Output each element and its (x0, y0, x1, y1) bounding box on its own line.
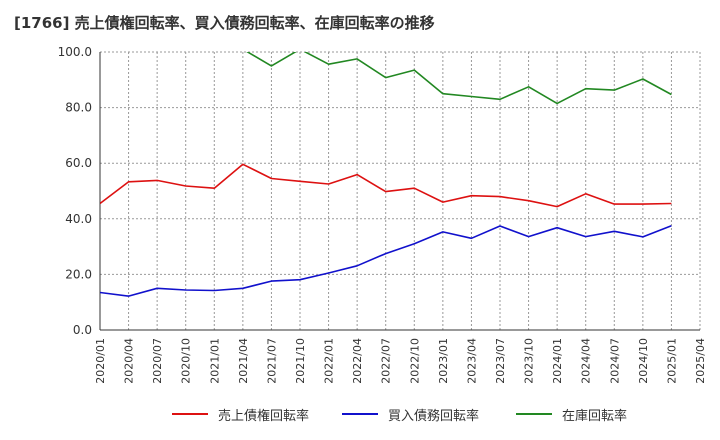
x-tick-label: 2022/04 (351, 338, 364, 384)
x-tick-label: 2024/01 (551, 338, 564, 384)
x-tick-label: 2021/04 (237, 338, 250, 384)
x-tick-label: 2023/10 (523, 338, 536, 384)
legend-label-payables: 買入債務回転率 (388, 408, 480, 424)
y-tick-label: 60.0 (65, 156, 92, 170)
x-tick-label: 2024/07 (608, 338, 621, 384)
legend-label-receivables: 売上債権回転率 (218, 408, 310, 424)
y-tick-label: 100.0 (58, 45, 92, 59)
x-tick-label: 2024/04 (580, 338, 593, 384)
legend-swatch-inventory (516, 413, 552, 415)
x-tick-label: 2020/04 (123, 338, 136, 384)
grid-layer (99, 51, 701, 331)
x-tick-label: 2023/07 (494, 338, 507, 384)
series-line-0 (100, 163, 672, 208)
y-tick-label: 0.0 (73, 323, 92, 337)
legend-item-inventory: 在庫回転率 (516, 402, 627, 426)
x-tick-label: 2025/04 (694, 338, 707, 384)
x-tick-label: 2022/01 (323, 338, 336, 384)
x-tick-label: 2025/01 (665, 338, 678, 384)
series-point-2 (156, 47, 158, 49)
x-tick-label: 2021/10 (294, 338, 307, 384)
legend-item-receivables: 売上債権回転率 (172, 402, 309, 426)
legend: 売上債権回転率 買入債務回転率 在庫回転率 (0, 402, 720, 426)
x-tick-label: 2020/10 (180, 338, 193, 384)
y-tick-label: 40.0 (65, 212, 92, 226)
legend-item-payables: 買入債務回転率 (342, 402, 479, 426)
series-0 (100, 163, 672, 208)
x-tick-label: 2020/01 (94, 338, 107, 384)
legend-swatch-receivables (172, 413, 208, 415)
axis-layer (99, 52, 700, 331)
tick-label-layer: 0.0 20.0 40.0 60.0 80.0 100.0 2020/01 2020/04 20… (58, 45, 707, 384)
y-tick-label: 80.0 (65, 101, 92, 115)
series-line-2 (246, 52, 672, 105)
x-tick-label: 2022/10 (408, 338, 421, 384)
x-tick-label: 2021/07 (265, 338, 278, 384)
x-tick-label: 2022/07 (380, 338, 393, 384)
x-tick-label: 2023/04 (465, 338, 478, 384)
series-line-1 (100, 225, 672, 297)
x-tick-label: 2023/01 (437, 338, 450, 384)
x-tick-label: 2024/10 (637, 338, 650, 384)
series-layer (100, 47, 672, 297)
y-tick-label: 20.0 (65, 267, 92, 281)
x-tick-label: 2020/07 (151, 338, 164, 384)
series-1 (100, 225, 672, 297)
chart-title: [1766] 売上債権回転率、買入債務回転率、在庫回転率の推移 (14, 14, 435, 32)
series-2 (156, 47, 672, 105)
legend-label-inventory: 在庫回転率 (562, 408, 628, 424)
x-tick-label: 2021/01 (208, 338, 221, 384)
legend-swatch-payables (342, 413, 378, 415)
